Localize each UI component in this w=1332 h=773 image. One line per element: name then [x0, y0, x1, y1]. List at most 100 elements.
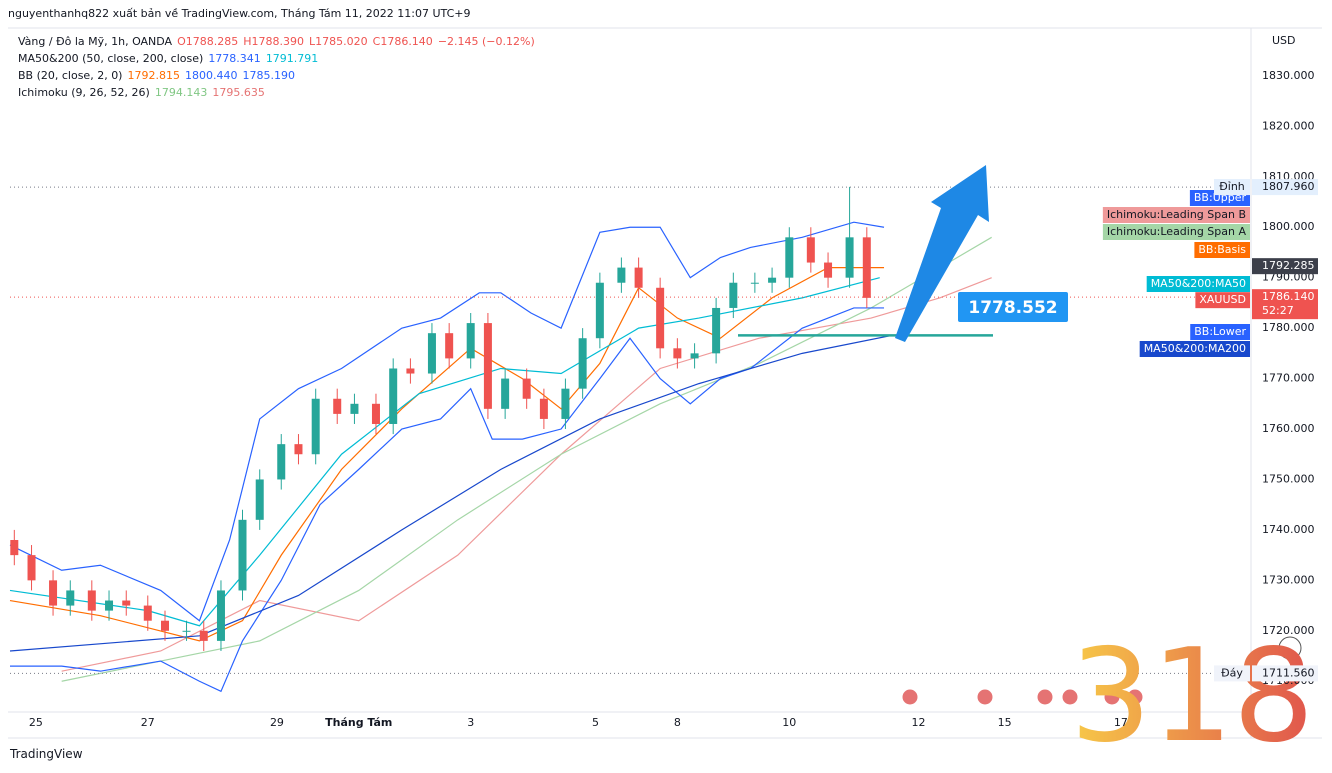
annotation-box [958, 292, 1068, 322]
candle-body [729, 282, 738, 308]
candle-body [824, 262, 833, 278]
x-tick-label: 27 [141, 716, 155, 729]
event-icon [1103, 688, 1121, 706]
x-tick-label: 25 [29, 716, 43, 729]
x-tick-label: 15 [998, 716, 1012, 729]
x-tick-label: Tháng Tám [325, 716, 392, 729]
candle-body [66, 590, 75, 606]
event-icon [1061, 688, 1079, 706]
candle-body [122, 600, 131, 606]
x-tick-label: 3 [467, 716, 474, 729]
extreme-name: Đỉnh [1219, 180, 1245, 193]
y-tick-label: 1770.000 [1262, 372, 1315, 385]
series-tag-box [1194, 242, 1250, 258]
y-tick-label: 1800.000 [1262, 220, 1315, 233]
candle-body [350, 403, 359, 414]
legend-row: Vàng / Đô la Mỹ, 1h, OANDA O1788.285 H1788… [18, 35, 540, 48]
price-mark-box [1252, 258, 1318, 275]
price-mark-label: 1792.285 [1262, 259, 1315, 272]
y-tick-label: 1720.000 [1262, 624, 1315, 637]
watermark: 318 [1070, 622, 1314, 771]
series-tag: MA50&200:MA50 [1151, 277, 1246, 290]
series-tag: Ichimoku:Leading Span A [1107, 225, 1247, 238]
candle-body [522, 378, 531, 399]
event-icon [1036, 688, 1054, 706]
y-tick-label: 1740.000 [1262, 523, 1315, 536]
legend-text: Ichimoku (9, 26, 52, 26) [18, 86, 150, 99]
candle-body [143, 605, 152, 621]
candle-body [673, 348, 682, 359]
candle-body [785, 237, 794, 278]
series-tag: BB:Lower [1194, 325, 1246, 338]
candle-body [199, 630, 208, 641]
price-mark-box [1252, 289, 1318, 320]
candle-body [406, 368, 415, 374]
legend-text: BB (20, close, 2, 0) [18, 69, 123, 82]
candle-body [862, 237, 871, 298]
candle-body [690, 353, 699, 359]
candle-body [466, 323, 475, 359]
extreme-value: 1711.560 [1262, 666, 1315, 679]
candle-body [595, 282, 604, 339]
legend-value: 1800.440 [184, 69, 238, 82]
candle-body [712, 307, 721, 354]
event-icons [901, 688, 1144, 706]
x-tick-label: 10 [782, 716, 796, 729]
indicator-line [10, 307, 885, 693]
candle-body [49, 580, 58, 606]
series-tag-box [1102, 207, 1250, 223]
y-tick-label: 1820.000 [1262, 119, 1315, 132]
legend-value: 1795.635 [212, 86, 265, 99]
x-tick-label: 29 [270, 716, 284, 729]
candle-body [311, 398, 320, 455]
legend-value: C1786.140 [372, 35, 433, 48]
y-tick-label: 1760.000 [1262, 422, 1315, 435]
legend-value: L1785.020 [309, 35, 368, 48]
candle-body [501, 378, 510, 409]
x-tick-label: 8 [674, 716, 681, 729]
candle-body [216, 590, 225, 641]
extreme-value-box [1252, 665, 1318, 682]
event-icon [976, 688, 994, 706]
candle-body [768, 277, 777, 283]
candle-body [845, 237, 854, 278]
y-tick-label: 1830.000 [1262, 69, 1315, 82]
x-tick-label: 17 [1114, 716, 1128, 729]
candle-body [333, 398, 342, 414]
candle-body [806, 237, 815, 263]
y-tick-label: 1730.000 [1262, 573, 1315, 586]
candle-body [371, 403, 380, 424]
publisher: nguyenthanhq822 xuất bản về TradingView.… [8, 7, 471, 20]
arrow [895, 165, 989, 342]
extreme-box [1214, 665, 1250, 682]
candle-body [294, 444, 303, 455]
x-tick-label: 12 [911, 716, 925, 729]
countdown: 52:27 [1262, 304, 1294, 317]
candle-body [617, 267, 626, 283]
candle-body [27, 555, 36, 581]
legend-row: Ichimoku (9, 26, 52, 26) 1794.143 1795.635 [18, 86, 270, 99]
series-tag-box [1190, 324, 1250, 340]
indicator-line [9, 266, 885, 642]
candle-body [539, 398, 548, 419]
indicator-line [9, 334, 893, 652]
event-icon [1126, 688, 1144, 706]
candle-body [10, 540, 19, 556]
candle-body [87, 590, 96, 611]
series-tag: Ichimoku:Leading Span B [1107, 208, 1246, 221]
candle-body [105, 600, 114, 611]
footer: TradingView [10, 747, 83, 761]
series-tag: BB:Basis [1198, 243, 1246, 256]
legend-value: 1778.341 [208, 52, 261, 65]
legend-value: 1791.791 [265, 52, 319, 65]
annotation-label: 1778.552 [968, 298, 1057, 318]
indicator-line [61, 277, 992, 672]
event-icon [901, 688, 919, 706]
candle-body [483, 323, 492, 409]
indicator-line [9, 221, 885, 622]
indicator-line [9, 277, 880, 627]
candle-body [561, 388, 570, 419]
candle-body [445, 333, 454, 359]
